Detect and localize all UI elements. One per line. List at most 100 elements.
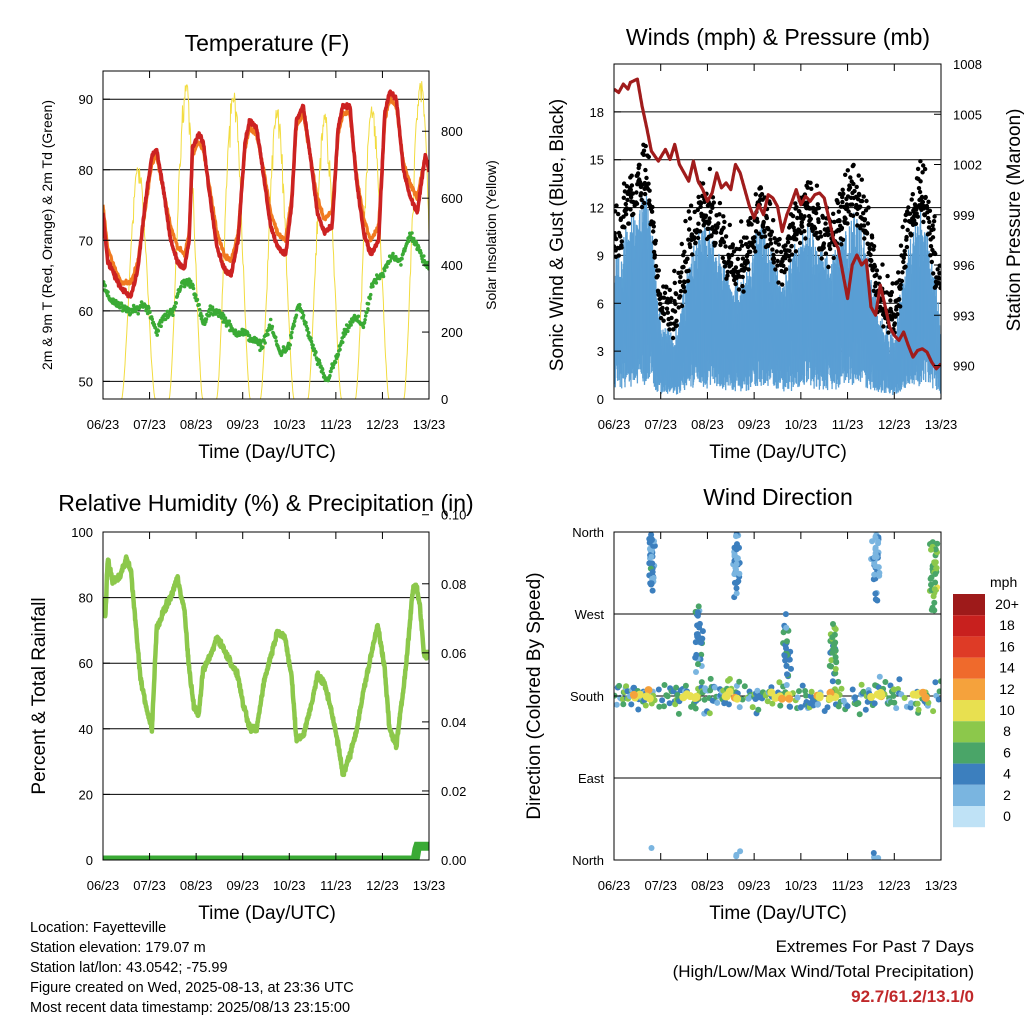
gust-point <box>888 298 893 303</box>
x-tick-label: 11/23 <box>320 878 352 893</box>
gust-point <box>672 268 677 274</box>
gust-point <box>679 270 684 275</box>
solar-insolation-line <box>168 84 204 399</box>
wind-direction-point <box>722 691 731 700</box>
gust-point <box>729 252 735 258</box>
gust-point <box>696 194 701 200</box>
wind-direction-point <box>737 848 744 855</box>
gust-point <box>931 271 936 276</box>
wind-direction-point <box>695 603 702 610</box>
gust-point <box>741 289 746 294</box>
y2-tick-label: 800 <box>441 124 463 139</box>
gust-point <box>839 225 845 231</box>
gust-point <box>922 166 928 172</box>
gust-point <box>727 255 732 260</box>
y-tick-label: 70 <box>79 233 93 248</box>
dewpoint-point <box>301 313 306 318</box>
gust-point <box>688 244 693 250</box>
gust-point <box>647 188 652 193</box>
gust-point <box>915 214 920 219</box>
gust-point <box>814 230 819 235</box>
wind-direction-point <box>664 693 671 700</box>
gust-point <box>861 211 866 216</box>
gust-point <box>643 167 648 173</box>
humidity-gridlines <box>103 597 429 795</box>
gust-point <box>614 236 619 242</box>
dewpoint-point <box>419 251 423 255</box>
wind-direction-point <box>833 658 840 665</box>
gust-point <box>703 213 709 218</box>
wind-direction-point <box>832 626 839 633</box>
gust-point <box>856 173 861 178</box>
gust-point <box>711 200 716 205</box>
wind-direction-point <box>829 678 836 685</box>
gust-point <box>714 230 719 235</box>
humidity-x-ticks: 06/23 07/23 08/23 09/23 10/23 11/23 12/23 13/23 <box>87 532 445 893</box>
wind-direction-point <box>733 546 740 553</box>
wind-direction-point <box>890 693 897 699</box>
wind-direction-point <box>896 676 903 683</box>
winds-y2-label: Station Pressure (Maroon) <box>1004 109 1024 332</box>
temperature-title: Temperature (F) <box>185 30 350 56</box>
gust-point <box>896 270 901 275</box>
wind-direction-point <box>908 700 915 707</box>
gust-point <box>793 201 798 206</box>
solar-insolation-line <box>259 109 295 399</box>
gust-point <box>655 273 660 279</box>
gust-point <box>818 230 823 235</box>
gust-point <box>932 214 937 219</box>
gust-point <box>927 208 933 213</box>
gust-point <box>758 185 764 191</box>
legend-swatch <box>953 700 985 722</box>
dewpoint-point <box>338 347 342 352</box>
y2-tick-label: 1008 <box>953 57 982 72</box>
gust-point <box>847 185 853 190</box>
gust-point <box>921 219 926 225</box>
wind-direction-title: Wind Direction <box>703 484 853 510</box>
wind-direction-point <box>648 553 655 560</box>
x-tick-label: 12/23 <box>878 878 911 893</box>
dewpoint-point <box>195 297 200 302</box>
wind-direction-point <box>725 701 732 708</box>
dewpoint-point <box>191 283 195 288</box>
gust-point <box>686 268 691 273</box>
y2-tick-label: 990 <box>953 359 975 374</box>
gust-point <box>710 205 715 210</box>
gust-point <box>900 270 905 275</box>
gust-point <box>846 209 851 214</box>
gust-point <box>614 203 619 208</box>
solar-insolation-line <box>403 81 429 399</box>
wind-direction-point <box>780 629 787 636</box>
gust-point <box>821 245 826 250</box>
wind-direction-point <box>661 703 667 710</box>
gust-point <box>681 285 686 290</box>
wind-direction-point <box>623 683 630 690</box>
legend-label: 18 <box>999 617 1015 633</box>
gust-point <box>859 198 865 204</box>
x-tick-label: 07/23 <box>644 417 677 432</box>
gust-point <box>775 263 780 268</box>
y2-tick-label: 1002 <box>953 158 982 173</box>
gust-point <box>921 163 926 168</box>
gust-point <box>874 272 879 278</box>
gust-point <box>643 143 648 149</box>
wind-direction-point <box>768 684 775 691</box>
gust-point <box>667 327 672 332</box>
wind-direction-point <box>797 704 804 711</box>
dewpoint-point <box>136 311 140 316</box>
y-tick-label: 9 <box>597 248 604 263</box>
wind-direction-point <box>769 700 776 707</box>
gust-point <box>681 264 686 270</box>
gust-point <box>647 198 652 203</box>
gust-point <box>904 234 909 240</box>
gust-point <box>889 309 894 314</box>
wind-direction-point <box>927 575 934 582</box>
wind-direction-point <box>736 570 743 577</box>
dewpoint-point <box>411 236 416 241</box>
wind-direction-point <box>855 700 862 707</box>
legend-swatch <box>953 657 985 679</box>
gust-point <box>816 205 822 211</box>
dewpoint-point <box>363 314 368 318</box>
x-tick-label: 10/23 <box>273 878 306 893</box>
gust-point <box>621 195 626 200</box>
